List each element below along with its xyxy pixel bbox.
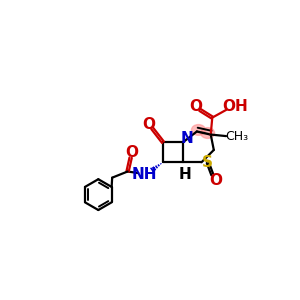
Text: H: H [178, 167, 191, 182]
Text: O: O [209, 173, 222, 188]
Text: N: N [181, 131, 193, 146]
Ellipse shape [201, 128, 214, 138]
Text: NH: NH [132, 167, 157, 182]
Text: CH₃: CH₃ [225, 130, 248, 142]
Text: OH: OH [223, 99, 248, 114]
Text: O: O [126, 145, 139, 160]
Ellipse shape [191, 124, 205, 135]
Text: O: O [142, 117, 155, 132]
Text: S: S [202, 155, 213, 170]
Text: O: O [189, 99, 202, 114]
